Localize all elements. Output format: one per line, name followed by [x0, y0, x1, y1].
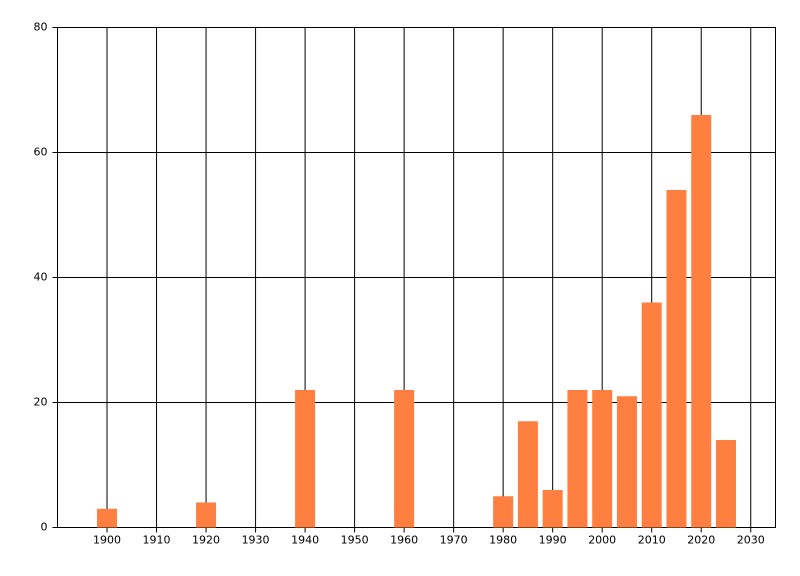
x-tick-label: 2000: [588, 534, 616, 547]
x-tick-label: 2020: [687, 534, 715, 547]
bar: [542, 490, 563, 528]
bar: [517, 421, 538, 528]
bar: [715, 440, 736, 528]
y-tick-label: 40: [34, 271, 48, 284]
bar: [196, 502, 217, 528]
x-tick-label: 2030: [737, 534, 765, 547]
y-tick-label: 60: [34, 146, 48, 159]
x-tick-label: 1920: [192, 534, 220, 547]
bar: [666, 190, 687, 528]
x-tick-label: 1970: [440, 534, 468, 547]
x-tick-label: 1960: [390, 534, 418, 547]
x-tick-label: 2010: [638, 534, 666, 547]
y-tick-label: 0: [41, 521, 48, 534]
bar: [394, 390, 415, 528]
bar: [295, 390, 316, 528]
bar: [641, 302, 662, 528]
x-tick-label: 1950: [341, 534, 369, 547]
x-tick-label: 1910: [143, 534, 171, 547]
y-tick-label: 20: [34, 396, 48, 409]
x-tick-label: 1930: [242, 534, 270, 547]
bar: [97, 508, 118, 528]
bar: [493, 496, 514, 528]
bar: [616, 396, 637, 528]
x-tick-label: 1990: [539, 534, 567, 547]
bar: [567, 390, 588, 528]
bar: [691, 115, 712, 528]
bar: [592, 390, 613, 528]
y-tick-label: 80: [34, 21, 48, 34]
x-tick-label: 1940: [291, 534, 319, 547]
x-tick-label: 1900: [93, 534, 121, 547]
x-tick-label: 1980: [489, 534, 517, 547]
